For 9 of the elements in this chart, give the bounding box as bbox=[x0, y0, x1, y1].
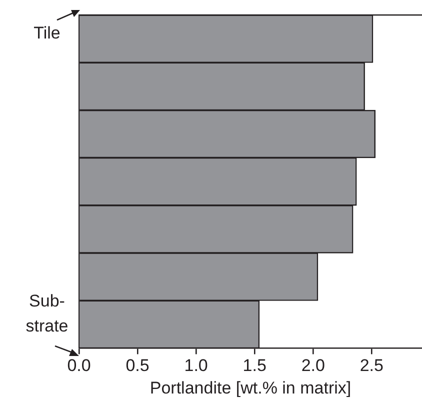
x-tick-label: 1.5 bbox=[242, 356, 266, 376]
x-axis-title: Portlandite [wt.% in matrix] bbox=[150, 378, 352, 398]
x-tick-label: 2.5 bbox=[360, 356, 384, 376]
x-tick-label: 0.5 bbox=[126, 356, 150, 376]
text: Tile bbox=[34, 24, 60, 43]
x-tick-label: 0.0 bbox=[67, 356, 91, 376]
text: Sub- strate bbox=[26, 291, 68, 336]
x-tick-label: 2.0 bbox=[301, 356, 325, 376]
x-tick-label: 1.0 bbox=[184, 356, 208, 376]
